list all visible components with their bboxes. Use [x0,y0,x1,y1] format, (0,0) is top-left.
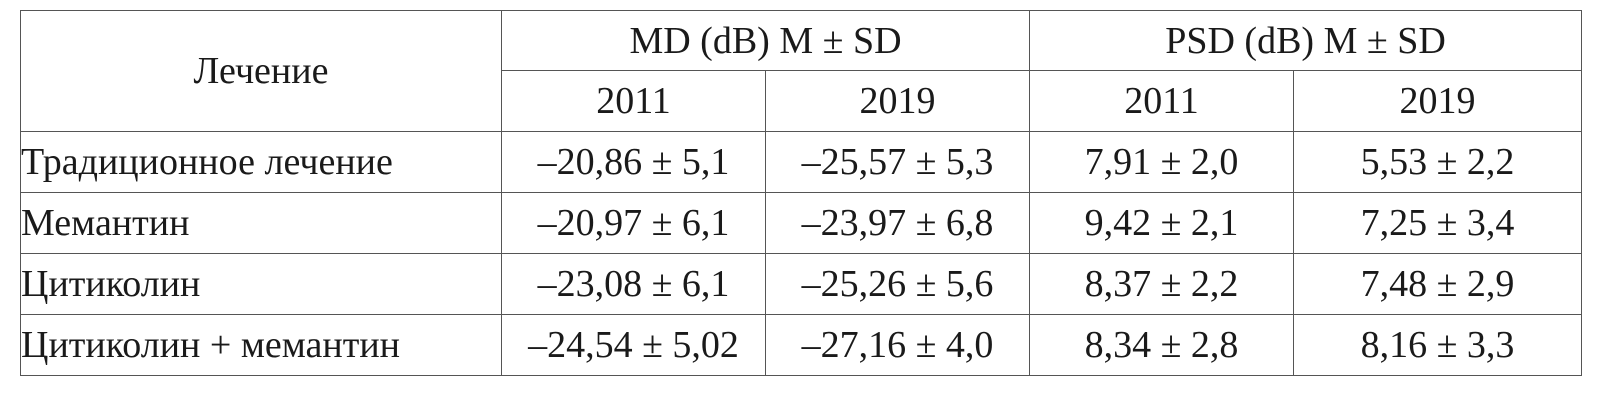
table-row: Традиционное лечение –20,86 ± 5,1 –25,57… [20,131,1583,193]
md-2019-cell: –25,57 ± 5,3 [764,131,1031,193]
md-2019-cell: –25,26 ± 5,6 [764,253,1031,315]
table-row: Цитиколин + мемантин –24,54 ± 5,02 –27,1… [20,314,1583,376]
header-row-groups: Лечение MD (dB) M ± SD PSD (dB) M ± SD [20,10,1583,132]
results-table: Лечение MD (dB) M ± SD PSD (dB) M ± SD 2… [20,10,1583,376]
psd-2011-cell: 9,42 ± 2,1 [1029,192,1295,254]
md-year-2011-header: 2011 [501,70,766,132]
treatment-cell: Мемантин [20,192,502,254]
md-year-2019-header: 2019 [764,70,1031,132]
psd-year-2011-header: 2011 [1029,70,1295,132]
table-row: Цитиколин –23,08 ± 6,1 –25,26 ± 5,6 8,37… [20,253,1583,315]
table-row: Мемантин –20,97 ± 6,1 –23,97 ± 6,8 9,42 … [20,192,1583,254]
md-2011-cell: –24,54 ± 5,02 [501,314,766,376]
md-2011-cell: –20,97 ± 6,1 [501,192,766,254]
psd-2019-cell: 5,53 ± 2,2 [1293,131,1583,193]
md-group-header: MD (dB) M ± SD [500,10,1031,71]
psd-2011-cell: 7,91 ± 2,0 [1029,131,1295,193]
treatment-cell: Традиционное лечение [20,131,502,193]
treatment-cell: Цитиколин [20,253,502,315]
treatment-cell: Цитиколин + мемантин [20,314,502,376]
psd-2011-cell: 8,37 ± 2,2 [1029,253,1295,315]
psd-2011-cell: 8,34 ± 2,8 [1029,314,1295,376]
treatment-column-header: Лечение [20,10,502,132]
psd-2019-cell: 7,48 ± 2,9 [1293,253,1583,315]
md-2011-cell: –23,08 ± 6,1 [501,253,766,315]
psd-group-header: PSD (dB) M ± SD [1029,10,1583,71]
md-2011-cell: –20,86 ± 5,1 [501,131,766,193]
md-2019-cell: –27,16 ± 4,0 [764,314,1031,376]
md-2019-cell: –23,97 ± 6,8 [764,192,1031,254]
psd-2019-cell: 7,25 ± 3,4 [1293,192,1583,254]
psd-year-2019-header: 2019 [1293,70,1583,132]
psd-2019-cell: 8,16 ± 3,3 [1293,314,1583,376]
